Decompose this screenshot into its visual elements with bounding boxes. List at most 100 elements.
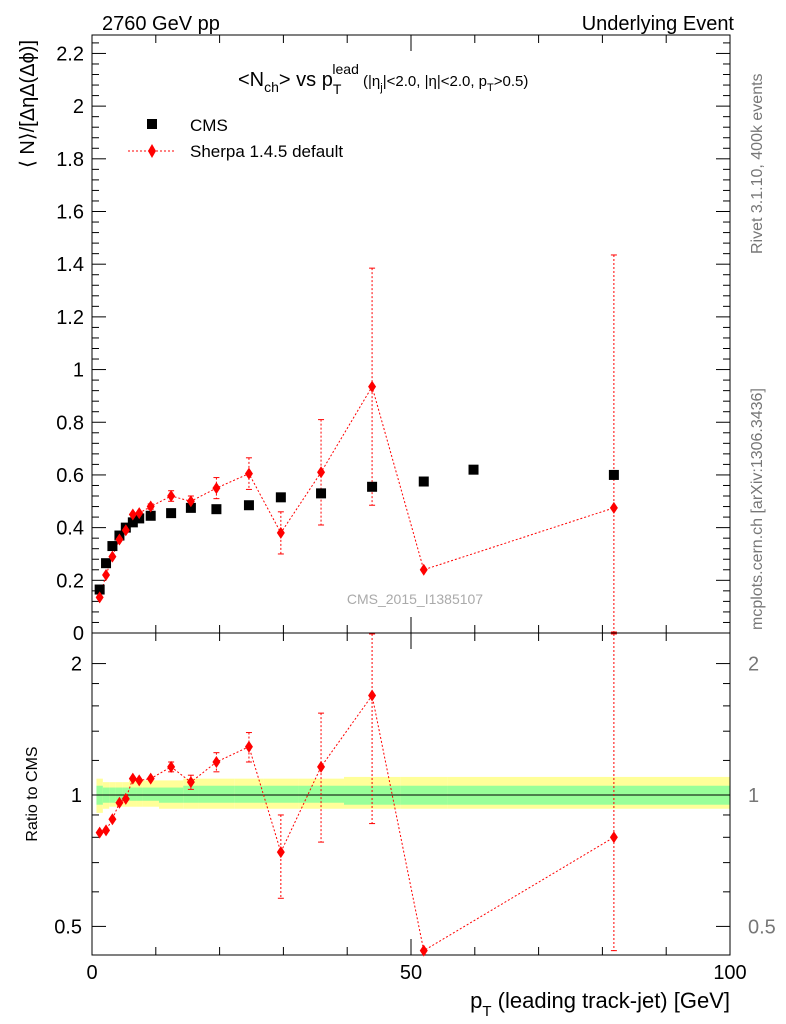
- mc-points: [95, 380, 618, 604]
- header-right: Underlying Event: [582, 13, 735, 35]
- mc-point: [368, 380, 377, 393]
- main-y-tick-label: 1.6: [56, 202, 84, 224]
- ratio-mc-point: [419, 944, 428, 957]
- ratio-band-inner-bin: [115, 787, 123, 801]
- ratio-mc-point: [102, 824, 111, 837]
- main-y-tick-label: 1.4: [56, 254, 84, 276]
- ratio-band-inner-bin: [263, 785, 299, 803]
- ratio-y-ticks: 0.5 0.5 1 1 2 2: [54, 654, 776, 939]
- mc-point: [276, 526, 285, 539]
- ratio-band-inner-bin: [198, 785, 235, 803]
- chart-title: <Nch> vs pTlead (|ηj|<2.0, |η|<2.0, pT>0…: [238, 61, 528, 97]
- main-x-ticks: [91, 35, 731, 633]
- ratio-y-axis-label: Ratio to CMS: [24, 746, 41, 841]
- main-y-tick-label: 1.2: [56, 307, 84, 329]
- ratio-mc-point: [128, 772, 137, 785]
- cms-point: [107, 541, 118, 552]
- ratio-mc-point: [146, 772, 155, 785]
- mc-point: [317, 466, 326, 479]
- main-y-tick-label: 0: [73, 623, 84, 645]
- cms-point: [94, 584, 105, 595]
- ratio-mc-points: [95, 689, 618, 957]
- mc-point: [609, 501, 618, 514]
- mc-point: [167, 490, 176, 503]
- ratio-mc-point: [368, 689, 377, 702]
- main-y-tick-label: 1: [73, 360, 84, 382]
- mc-point: [121, 524, 130, 537]
- main-y-ticks: 0 0.2 0.4 0.6 0.8 1 1.2 1.4 1.6 1.8 2 2.2: [56, 42, 730, 645]
- mc-point: [128, 508, 137, 521]
- mc-point: [102, 569, 111, 582]
- cms-points: [94, 464, 619, 595]
- ratio-y-tick-label-right: 0.5: [748, 916, 776, 938]
- cms-point: [185, 502, 196, 513]
- mc-point: [186, 495, 195, 508]
- main-y-tick-label: 0.4: [56, 518, 84, 540]
- header-left: 2760 GeV pp: [102, 13, 220, 35]
- legend-cms-marker: [147, 119, 157, 129]
- mc-point: [212, 482, 221, 495]
- cms-point: [468, 464, 479, 475]
- main-y-tick-label: 0.8: [56, 412, 84, 434]
- ratio-panel: 0.5 0.5 1 1 2 2 0 50 100 Ratio to CMS pT (leadi…: [24, 632, 776, 1020]
- ratio-band-inner-bin: [142, 787, 159, 801]
- cms-point: [127, 517, 138, 528]
- cms-point: [367, 481, 378, 492]
- main-y-tick-label: 2.2: [56, 43, 84, 65]
- main-y-axis-label: ⟨ N⟩/[ΔηΔ(Δϕ)]: [17, 40, 39, 168]
- mc-point: [244, 467, 253, 480]
- main-panel: 0 0.2 0.4 0.6 0.8 1 1.2 1.4 1.6 1.8 2 2.2 CMS_2015_…: [17, 34, 731, 645]
- main-watermark: CMS_2015_I1385107: [347, 591, 483, 607]
- ratio-band-inner-bin: [129, 787, 137, 801]
- main-y-tick-label: 2: [73, 96, 84, 118]
- ratio-mc-point: [95, 826, 104, 839]
- ratio-mc-point: [186, 776, 195, 789]
- x-tick-label: 50: [400, 962, 422, 984]
- cms-point: [608, 469, 619, 480]
- cms-point: [145, 510, 156, 521]
- main-y-tick-label: 0.2: [56, 570, 84, 592]
- mc-point: [108, 550, 117, 563]
- ratio-y-tick-label-left: 2: [71, 654, 82, 676]
- ratio-mc-point: [317, 760, 326, 773]
- ratio-x-ticks: 0 50 100: [86, 633, 747, 984]
- mc-point: [419, 563, 428, 576]
- cms-point: [101, 558, 112, 569]
- ratio-mc-point: [121, 792, 130, 805]
- ratio-mc-point: [135, 774, 144, 787]
- main-panel-frame: [91, 34, 731, 634]
- ratio-mc-point: [276, 846, 285, 859]
- cms-point: [243, 500, 254, 511]
- ratio-mc-point: [244, 740, 253, 753]
- mc-error-bars: [147, 254, 617, 633]
- mcplots-label: mcplots.cern.ch [arXiv:1306.3436]: [749, 388, 766, 630]
- ratio-y-tick-label-right: 2: [748, 654, 759, 676]
- cms-point: [275, 492, 286, 503]
- rivet-label: Rivet 3.1.10, 400k events: [749, 73, 766, 254]
- cms-point: [166, 508, 177, 519]
- legend: CMS Sherpa 1.4.5 default: [128, 116, 343, 161]
- cms-point: [418, 476, 429, 487]
- ratio-y-tick-label-left: 1: [71, 785, 82, 807]
- ratio-mc-point: [212, 756, 221, 769]
- ratio-band-inner-bin: [234, 785, 264, 803]
- cms-point: [211, 504, 222, 515]
- main-y-tick-label: 1.8: [56, 149, 84, 171]
- ratio-mc-point: [108, 813, 117, 826]
- mc-series-line: [99, 385, 615, 598]
- legend-cms-label: CMS: [190, 116, 228, 135]
- ratio-mc-point: [115, 796, 124, 809]
- x-tick-label: 100: [713, 962, 746, 984]
- x-axis-label: pT (leading track-jet) [GeV]: [470, 988, 730, 1020]
- legend-mc-label: Sherpa 1.4.5 default: [190, 142, 343, 161]
- ratio-band-inner-bin: [136, 787, 143, 801]
- mc-point: [115, 533, 124, 546]
- ratio-mc-series-line: [99, 694, 615, 952]
- main-y-tick-label: 0.6: [56, 465, 84, 487]
- legend-mc-marker: [148, 144, 156, 158]
- x-tick-label: 0: [86, 962, 97, 984]
- mc-point: [95, 591, 104, 604]
- mc-point: [135, 507, 144, 520]
- ratio-mc-point: [167, 760, 176, 773]
